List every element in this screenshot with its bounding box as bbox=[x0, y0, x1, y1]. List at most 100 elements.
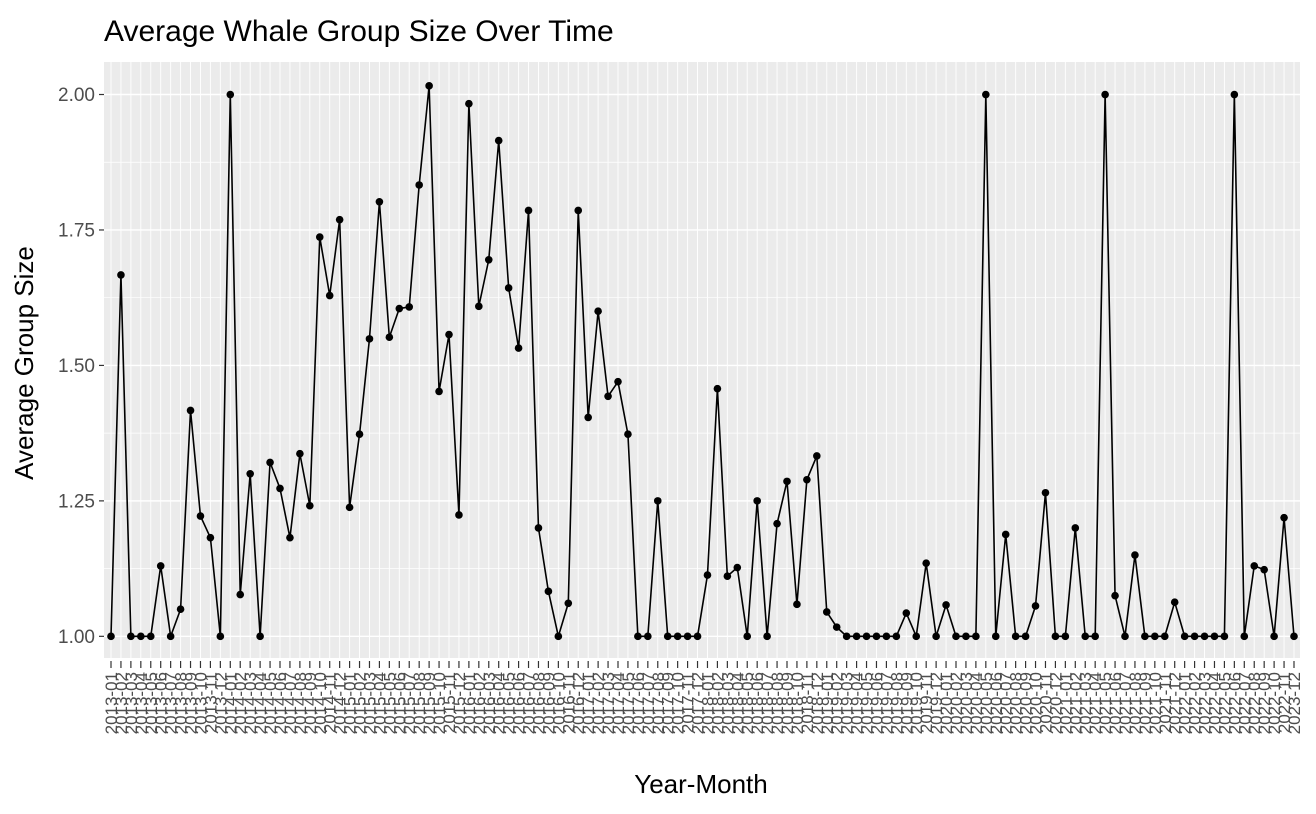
x-tick-label: 2017-10 bbox=[669, 672, 688, 734]
y-tick-label: 2.00 bbox=[58, 85, 95, 106]
x-tick-label: 2021-08 bbox=[1126, 672, 1145, 734]
x-tick-label: 2021-06 bbox=[1106, 672, 1125, 734]
x-tick-label: 2013-05 bbox=[142, 672, 161, 734]
x-tick-label: 2018-09 bbox=[778, 672, 797, 734]
data-point bbox=[365, 335, 374, 343]
x-tick-label: 2014-12 bbox=[331, 672, 350, 734]
data-point bbox=[932, 632, 940, 641]
data-point bbox=[1160, 632, 1169, 641]
x-tick-label: 2020-05 bbox=[977, 672, 996, 734]
x-tick-label: 2021-05 bbox=[1096, 672, 1115, 734]
data-point bbox=[1081, 632, 1090, 641]
data-point bbox=[226, 90, 235, 99]
data-point bbox=[375, 197, 384, 206]
data-point bbox=[663, 632, 672, 641]
x-tick-label: 2022-03 bbox=[1196, 672, 1215, 734]
data-point bbox=[723, 572, 732, 580]
data-point bbox=[1180, 632, 1189, 641]
x-tick-label: 2016-09 bbox=[539, 672, 558, 734]
data-point bbox=[1260, 565, 1268, 574]
data-point bbox=[902, 609, 911, 617]
x-tick-label: 2018-07 bbox=[758, 672, 777, 734]
x-tick-label: 2016-07 bbox=[520, 672, 539, 734]
x-tick-label: 2019-02 bbox=[828, 672, 847, 734]
data-point bbox=[325, 291, 334, 300]
x-tick-label: 2014-04 bbox=[251, 672, 270, 734]
data-point bbox=[773, 519, 781, 528]
x-tick-label: 2016-10 bbox=[549, 672, 568, 734]
data-point bbox=[713, 384, 722, 393]
x-tick-label: 2020-09 bbox=[1017, 672, 1036, 734]
x-tick-label: 2013-09 bbox=[182, 672, 201, 734]
x-tick-label: 2017-08 bbox=[649, 672, 668, 734]
data-point bbox=[117, 271, 125, 279]
data-point bbox=[991, 632, 1000, 641]
data-point bbox=[166, 632, 175, 641]
x-tick-label: 2015-01 bbox=[341, 672, 360, 734]
x-tick-label: 2018-04 bbox=[728, 672, 747, 734]
data-point bbox=[1021, 632, 1030, 641]
x-tick-label: 2021-07 bbox=[1116, 672, 1135, 734]
y-tick-label: 1.75 bbox=[58, 220, 95, 241]
data-point bbox=[1250, 562, 1259, 570]
data-point bbox=[1071, 524, 1080, 532]
x-tick-label: 2016-04 bbox=[490, 672, 509, 734]
x-tick-label: 2020-02 bbox=[947, 672, 966, 734]
data-point bbox=[415, 181, 423, 189]
data-point bbox=[614, 377, 622, 386]
data-point bbox=[813, 452, 821, 460]
data-point bbox=[584, 413, 592, 422]
x-tick-label: 2019-05 bbox=[858, 672, 877, 734]
data-point bbox=[634, 632, 642, 641]
x-tick-label: 2020-06 bbox=[987, 672, 1006, 734]
data-point bbox=[405, 303, 414, 311]
x-tick-label: 2013-01 bbox=[102, 672, 121, 734]
data-point bbox=[514, 344, 523, 352]
x-tick-label: 2017-07 bbox=[639, 672, 658, 734]
data-point bbox=[1061, 632, 1070, 641]
data-point bbox=[1131, 551, 1139, 559]
data-point bbox=[355, 430, 364, 439]
data-point bbox=[544, 587, 553, 596]
x-tick-label: 2014-03 bbox=[241, 672, 260, 734]
x-tick-label: 2020-11 bbox=[1036, 672, 1055, 733]
x-tick-label: 2019-09 bbox=[897, 672, 916, 734]
data-point bbox=[1230, 90, 1239, 99]
x-tick-label: 2020-07 bbox=[997, 672, 1016, 734]
x-tick-label: 2017-05 bbox=[619, 672, 638, 734]
x-axis: 2013-012013-022013-032013-042013-052013-… bbox=[102, 661, 1304, 734]
data-point bbox=[186, 406, 195, 415]
x-tick-label: 2014-02 bbox=[231, 672, 250, 734]
data-point bbox=[1170, 598, 1179, 606]
data-point bbox=[1001, 530, 1010, 539]
y-tick-label: 1.50 bbox=[58, 356, 95, 377]
x-tick-label: 2018-11 bbox=[798, 672, 817, 733]
x-tick-label: 2021-03 bbox=[1076, 672, 1095, 734]
x-tick-label: 2022-10 bbox=[1265, 672, 1284, 734]
x-axis-title: Year-Month bbox=[634, 769, 767, 799]
x-tick-label: 2017-02 bbox=[589, 672, 608, 734]
x-tick-label: 2016-01 bbox=[460, 672, 479, 734]
data-point bbox=[783, 477, 791, 486]
x-tick-label: 2013-06 bbox=[152, 672, 171, 734]
x-tick-label: 2020-04 bbox=[967, 672, 986, 734]
data-point bbox=[872, 632, 881, 641]
x-tick-label: 2014-08 bbox=[291, 672, 310, 734]
data-point bbox=[832, 623, 841, 631]
y-tick-label: 1.00 bbox=[58, 627, 95, 648]
data-point bbox=[793, 600, 801, 609]
x-tick-label: 2021-10 bbox=[1146, 672, 1165, 734]
x-tick-label: 2019-06 bbox=[867, 672, 886, 734]
x-tick-label: 2021-09 bbox=[1136, 672, 1155, 734]
data-point bbox=[395, 304, 404, 313]
data-point bbox=[216, 632, 225, 641]
data-point bbox=[206, 533, 215, 542]
x-tick-label: 2013-02 bbox=[112, 672, 131, 734]
data-point bbox=[445, 330, 453, 339]
data-point bbox=[604, 392, 612, 401]
data-point bbox=[753, 497, 761, 505]
data-point bbox=[146, 632, 155, 641]
x-tick-label: 2015-11 bbox=[440, 672, 459, 733]
data-point bbox=[196, 512, 205, 520]
